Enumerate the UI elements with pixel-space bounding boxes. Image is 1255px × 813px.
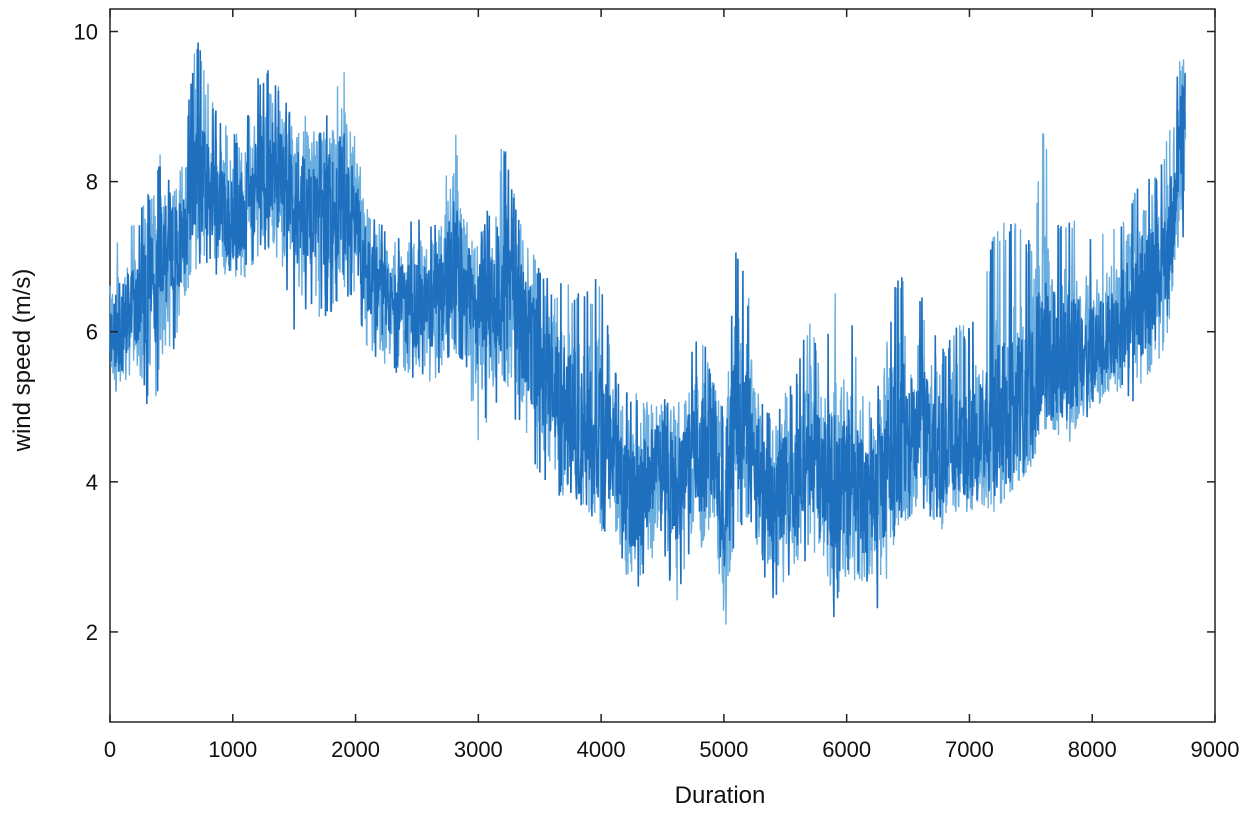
x-tick-label: 7000 xyxy=(945,737,994,762)
x-tick-label: 6000 xyxy=(822,737,871,762)
x-axis-title: Duration xyxy=(675,782,766,809)
y-axis-title: wind speed (m/s) xyxy=(9,269,36,453)
x-tick-label: 8000 xyxy=(1068,737,1117,762)
x-tick-label: 0 xyxy=(104,737,116,762)
y-tick-label: 8 xyxy=(86,170,98,195)
x-tick-label: 1000 xyxy=(208,737,257,762)
wind-speed-series xyxy=(109,42,1187,625)
x-axis: 0 1000 2000 3000 4000 5000 6000 7000 8000 9000 xyxy=(104,9,1240,762)
y-tick-label: 10 xyxy=(74,20,98,45)
y-tick-label: 2 xyxy=(86,620,98,645)
y-axis: 2 4 6 8 10 xyxy=(74,20,1215,645)
x-tick-label: 2000 xyxy=(331,737,380,762)
x-tick-label: 9000 xyxy=(1191,737,1240,762)
x-tick-label: 3000 xyxy=(454,737,503,762)
y-tick-label: 4 xyxy=(86,470,98,495)
x-tick-label: 4000 xyxy=(577,737,626,762)
x-tick-label: 5000 xyxy=(699,737,748,762)
series-line xyxy=(109,42,1186,618)
y-tick-label: 6 xyxy=(86,320,98,345)
